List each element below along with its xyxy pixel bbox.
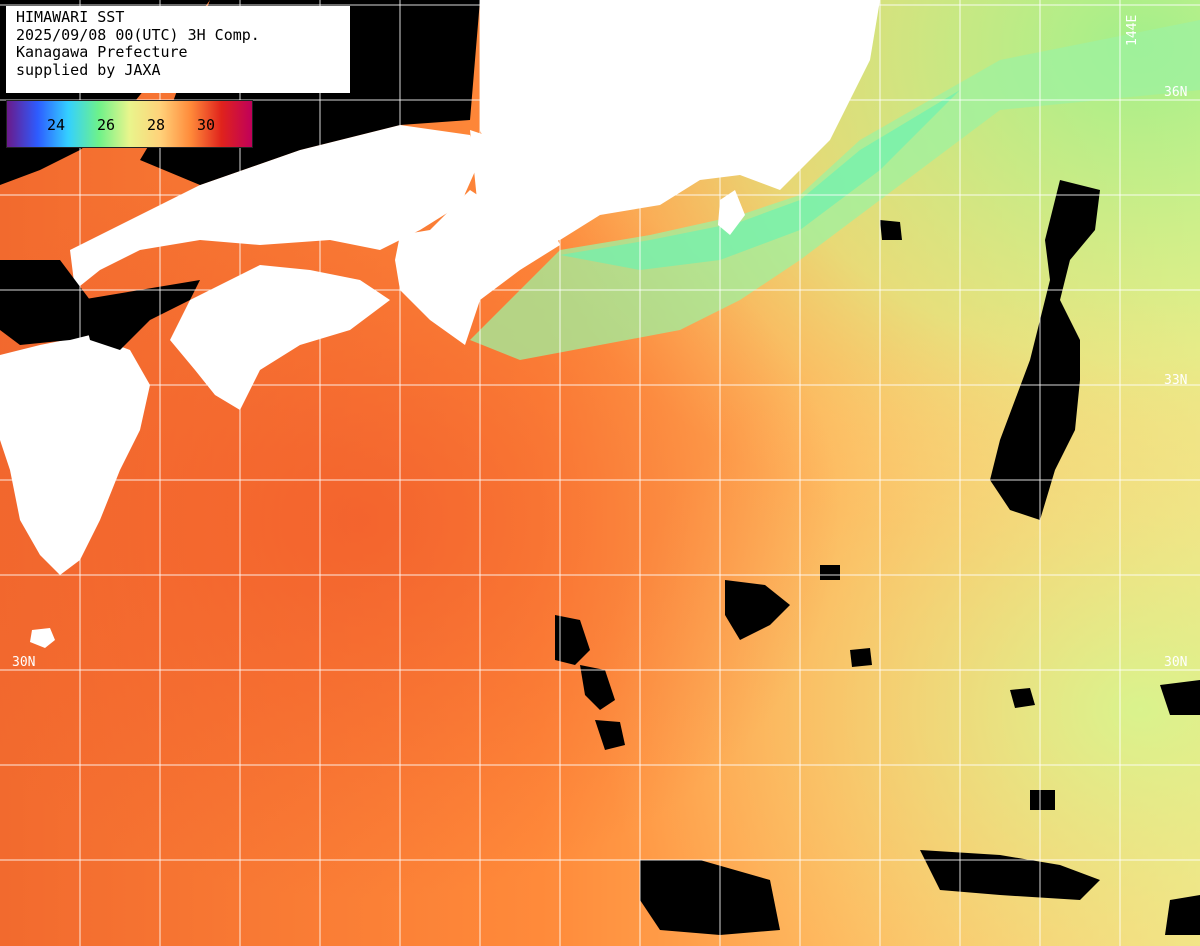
tick-28: 28: [147, 116, 166, 134]
honshu-land: [0, 0, 880, 290]
no-data-patch-3: [580, 665, 615, 710]
no-data-east-band: [990, 180, 1100, 520]
lon-label-144e: 144E: [1125, 15, 1140, 46]
no-data-seto-inland: [80, 280, 200, 350]
tick-26: 26: [97, 116, 116, 134]
no-data-patch-9: [1030, 790, 1055, 810]
lat-label-30n-right: 30N: [1164, 655, 1187, 670]
title-box: HIMAWARI SST 2025/09/08 00(UTC) 3H Comp.…: [6, 6, 350, 93]
no-data-south-east: [920, 850, 1100, 900]
no-data-south-center: [640, 860, 780, 935]
kii-peninsula-land: [470, 130, 600, 250]
coastal-cool-band-inner: [560, 90, 960, 270]
lat-label-30n: 30N: [12, 655, 35, 670]
no-data-patch-1: [725, 580, 790, 640]
color-scale-ticks: 24 26 28 30: [7, 116, 252, 136]
izu-peninsula-land: [718, 190, 745, 235]
lon-label-136e: 136E: [485, 15, 500, 46]
color-scale-bar: [7, 101, 252, 147]
organization-label: Kanagawa Prefecture: [16, 43, 188, 61]
kyushu-land: [0, 335, 150, 575]
no-data-patch-2: [555, 615, 590, 665]
product-title: HIMAWARI SST: [16, 8, 125, 26]
no-data-patch-11: [880, 220, 902, 240]
lat-label-33-left: 33: [14, 373, 30, 388]
credit-label: supplied by JAXA: [16, 60, 161, 79]
shikoku-land: [170, 265, 390, 410]
no-data-patch-10: [1165, 895, 1200, 935]
no-data-patch-4: [595, 720, 625, 750]
no-data-patch-7: [850, 648, 872, 667]
no-data-patch-5: [1160, 680, 1200, 715]
lat-label-33n: 33N: [1164, 373, 1187, 388]
timestamp-label: 2025/09/08 00(UTC) 3H Comp.: [16, 25, 260, 44]
small-island: [30, 628, 55, 648]
no-data-west-coast: [0, 260, 110, 345]
no-data-patch-6: [1010, 688, 1035, 708]
tick-24: 24: [47, 116, 66, 134]
lat-label-36n: 36N: [1164, 85, 1187, 100]
tick-30: 30: [197, 116, 216, 134]
no-data-patch-8: [820, 565, 840, 580]
color-scale-legend: 24 26 28 30: [6, 100, 253, 148]
